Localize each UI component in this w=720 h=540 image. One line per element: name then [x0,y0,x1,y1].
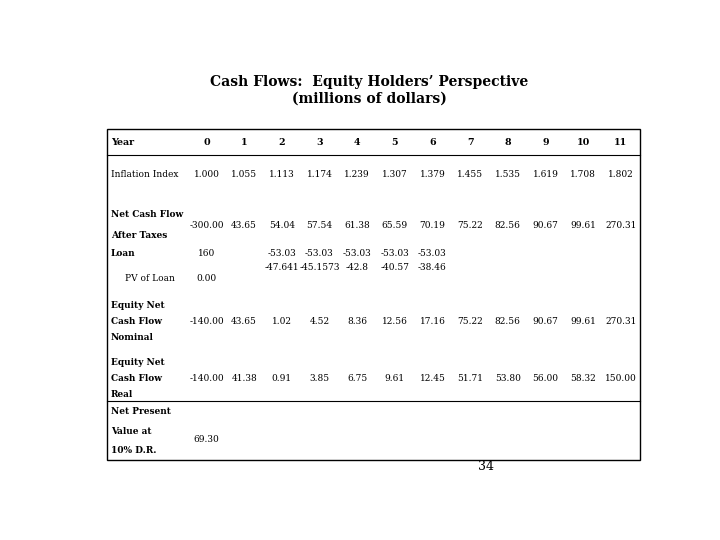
Text: 82.56: 82.56 [495,221,521,230]
Text: 65.59: 65.59 [382,221,408,230]
Text: -53.03: -53.03 [418,249,447,259]
Text: 51.71: 51.71 [457,374,483,383]
Text: 5: 5 [392,138,398,147]
Text: -53.03: -53.03 [380,249,409,259]
Text: 1.055: 1.055 [231,170,257,179]
Text: 56.00: 56.00 [533,374,559,383]
Text: 3: 3 [316,138,323,147]
Text: 57.54: 57.54 [307,221,333,230]
Text: 1.455: 1.455 [457,170,483,179]
Text: Net Present: Net Present [111,408,171,416]
Text: 90.67: 90.67 [533,221,559,230]
Text: 82.56: 82.56 [495,317,521,326]
Text: 61.38: 61.38 [344,221,370,230]
Text: 1.02: 1.02 [272,317,292,326]
Text: 6: 6 [429,138,436,147]
Text: -45.1573: -45.1573 [300,263,340,272]
Text: (millions of dollars): (millions of dollars) [292,92,446,106]
Text: 0.91: 0.91 [271,374,292,383]
Text: 43.65: 43.65 [231,317,257,326]
Text: 3.85: 3.85 [310,374,330,383]
Text: 1: 1 [240,138,248,147]
Text: -300.00: -300.00 [189,221,224,230]
Text: 9.61: 9.61 [384,374,405,383]
Text: 0: 0 [203,138,210,147]
Text: Year: Year [111,138,134,147]
Text: 43.65: 43.65 [231,221,257,230]
Text: 1.113: 1.113 [269,170,294,179]
Text: 54.04: 54.04 [269,221,294,230]
Text: 6.75: 6.75 [347,374,367,383]
Text: 11: 11 [614,138,627,147]
Text: -140.00: -140.00 [189,374,224,383]
Text: Equity Net: Equity Net [111,301,164,310]
Text: Real: Real [111,390,133,399]
Text: -140.00: -140.00 [189,317,224,326]
Text: 34: 34 [478,460,494,473]
Text: 10: 10 [577,138,590,147]
Text: 75.22: 75.22 [457,221,483,230]
Text: Net Cash Flow: Net Cash Flow [111,211,183,219]
Text: 53.80: 53.80 [495,374,521,383]
Text: 12.45: 12.45 [420,374,446,383]
Text: 1.379: 1.379 [420,170,446,179]
Text: Loan: Loan [111,249,135,258]
Text: 17.16: 17.16 [420,317,446,326]
Text: Cash Flow: Cash Flow [111,317,162,326]
Text: 41.38: 41.38 [231,374,257,383]
Text: 160: 160 [198,249,215,259]
Text: -38.46: -38.46 [418,263,447,272]
Text: -47.641: -47.641 [264,263,299,272]
Text: Nominal: Nominal [111,333,153,342]
Text: Value at: Value at [111,427,151,436]
Text: PV of Loan: PV of Loan [125,274,174,283]
Text: 8: 8 [505,138,511,147]
Text: 99.61: 99.61 [570,221,596,230]
Text: 69.30: 69.30 [194,435,220,444]
Text: 1.239: 1.239 [344,170,370,179]
Text: 75.22: 75.22 [457,317,483,326]
Text: 99.61: 99.61 [570,317,596,326]
Text: -40.57: -40.57 [380,263,409,272]
Text: 12.56: 12.56 [382,317,408,326]
Text: 0.00: 0.00 [197,274,217,283]
Text: 4: 4 [354,138,361,147]
Text: 70.19: 70.19 [420,221,446,230]
Text: -42.8: -42.8 [346,263,369,272]
Text: 270.31: 270.31 [605,221,636,230]
Text: 270.31: 270.31 [605,317,636,326]
Text: 9: 9 [542,138,549,147]
Text: 1.174: 1.174 [307,170,333,179]
Text: 10% D.R.: 10% D.R. [111,446,156,455]
Text: After Taxes: After Taxes [111,231,167,240]
Text: -53.03: -53.03 [267,249,296,259]
Text: Cash Flow: Cash Flow [111,374,162,383]
Text: 8.36: 8.36 [347,317,367,326]
Text: 2: 2 [279,138,285,147]
Text: 90.67: 90.67 [533,317,559,326]
Text: -53.03: -53.03 [305,249,334,259]
Text: 58.32: 58.32 [570,374,596,383]
Text: 1.619: 1.619 [533,170,559,179]
Text: 4.52: 4.52 [310,317,330,326]
Text: 1.000: 1.000 [194,170,220,179]
Text: 1.708: 1.708 [570,170,596,179]
Text: 1.802: 1.802 [608,170,634,179]
Text: Cash Flows:  Equity Holders’ Perspective: Cash Flows: Equity Holders’ Perspective [210,75,528,89]
Text: 150.00: 150.00 [605,374,636,383]
Text: 7: 7 [467,138,474,147]
Text: Equity Net: Equity Net [111,359,164,367]
Text: -53.03: -53.03 [343,249,372,259]
Text: 1.535: 1.535 [495,170,521,179]
Text: 1.307: 1.307 [382,170,408,179]
Text: Inflation Index: Inflation Index [111,170,178,179]
